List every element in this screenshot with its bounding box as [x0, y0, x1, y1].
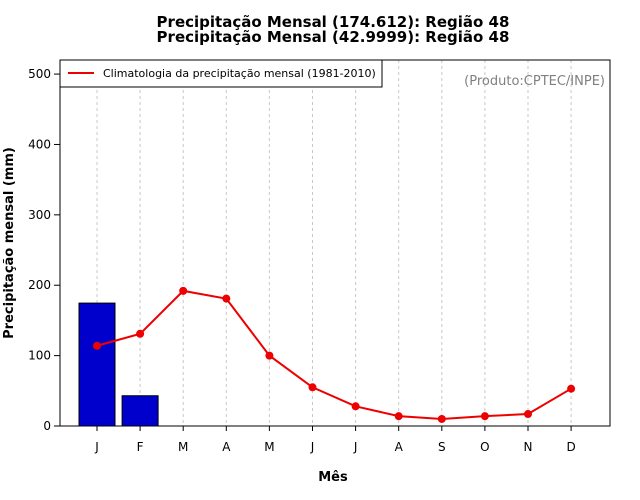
bar: [78, 302, 116, 427]
bar: [121, 395, 159, 427]
x-tick-label: F: [137, 440, 144, 454]
chart-title: Precipitação Mensal (174.612): Região 48…: [157, 13, 510, 46]
legend: Climatologia da precipitação mensal (198…: [59, 59, 383, 88]
x-tick-label: S: [438, 440, 446, 454]
x-tick-label: D: [566, 440, 575, 454]
series-line: [96, 289, 572, 420]
legend-box: [59, 59, 383, 88]
x-tick-label: A: [395, 440, 404, 454]
data-point: [222, 294, 231, 303]
y-tick-label: 400: [28, 137, 51, 151]
y-tick-label: 300: [28, 208, 51, 222]
x-tick-label: J: [94, 440, 99, 454]
y-axis-label: Precipitação mensal (mm): [2, 147, 17, 339]
data-point: [265, 351, 274, 360]
x-axis-label: Mês: [318, 470, 348, 485]
chart-title-line-1: Precipitação Mensal (174.612): Região 48: [157, 13, 510, 31]
data-point: [480, 412, 489, 421]
data-point: [136, 329, 145, 338]
bar-series: [78, 302, 159, 427]
chart-title-line-2: Precipitação Mensal (42.9999): Região 48: [157, 28, 510, 46]
x-tick-label: M: [264, 440, 274, 454]
grid-lines: [96, 60, 572, 426]
x-tick-label: A: [222, 440, 231, 454]
data-point: [308, 383, 317, 392]
data-point: [394, 412, 403, 421]
line-series: [93, 286, 576, 423]
y-tick-label: 500: [28, 67, 51, 81]
x-tick-label: J: [310, 440, 315, 454]
y-tick-label: 100: [28, 349, 51, 363]
x-tick-label: N: [524, 440, 533, 454]
data-point: [524, 410, 532, 419]
source-annotation: (Produto:CPTEC/INPE): [464, 74, 605, 89]
x-tick-label: M: [178, 440, 188, 454]
y-axis: 0 100 200 300 400 500: [28, 67, 60, 433]
data-point: [567, 384, 576, 393]
x-tick-label: O: [480, 440, 489, 454]
data-point: [93, 341, 101, 350]
data-point: [437, 414, 446, 423]
y-tick-label: 0: [43, 419, 51, 433]
x-tick-label: J: [353, 440, 358, 454]
y-tick-label: 200: [28, 278, 51, 292]
data-point: [351, 402, 360, 411]
data-point: [179, 286, 188, 295]
legend-entry-climatology: Climatologia da precipitação mensal (198…: [103, 67, 376, 80]
